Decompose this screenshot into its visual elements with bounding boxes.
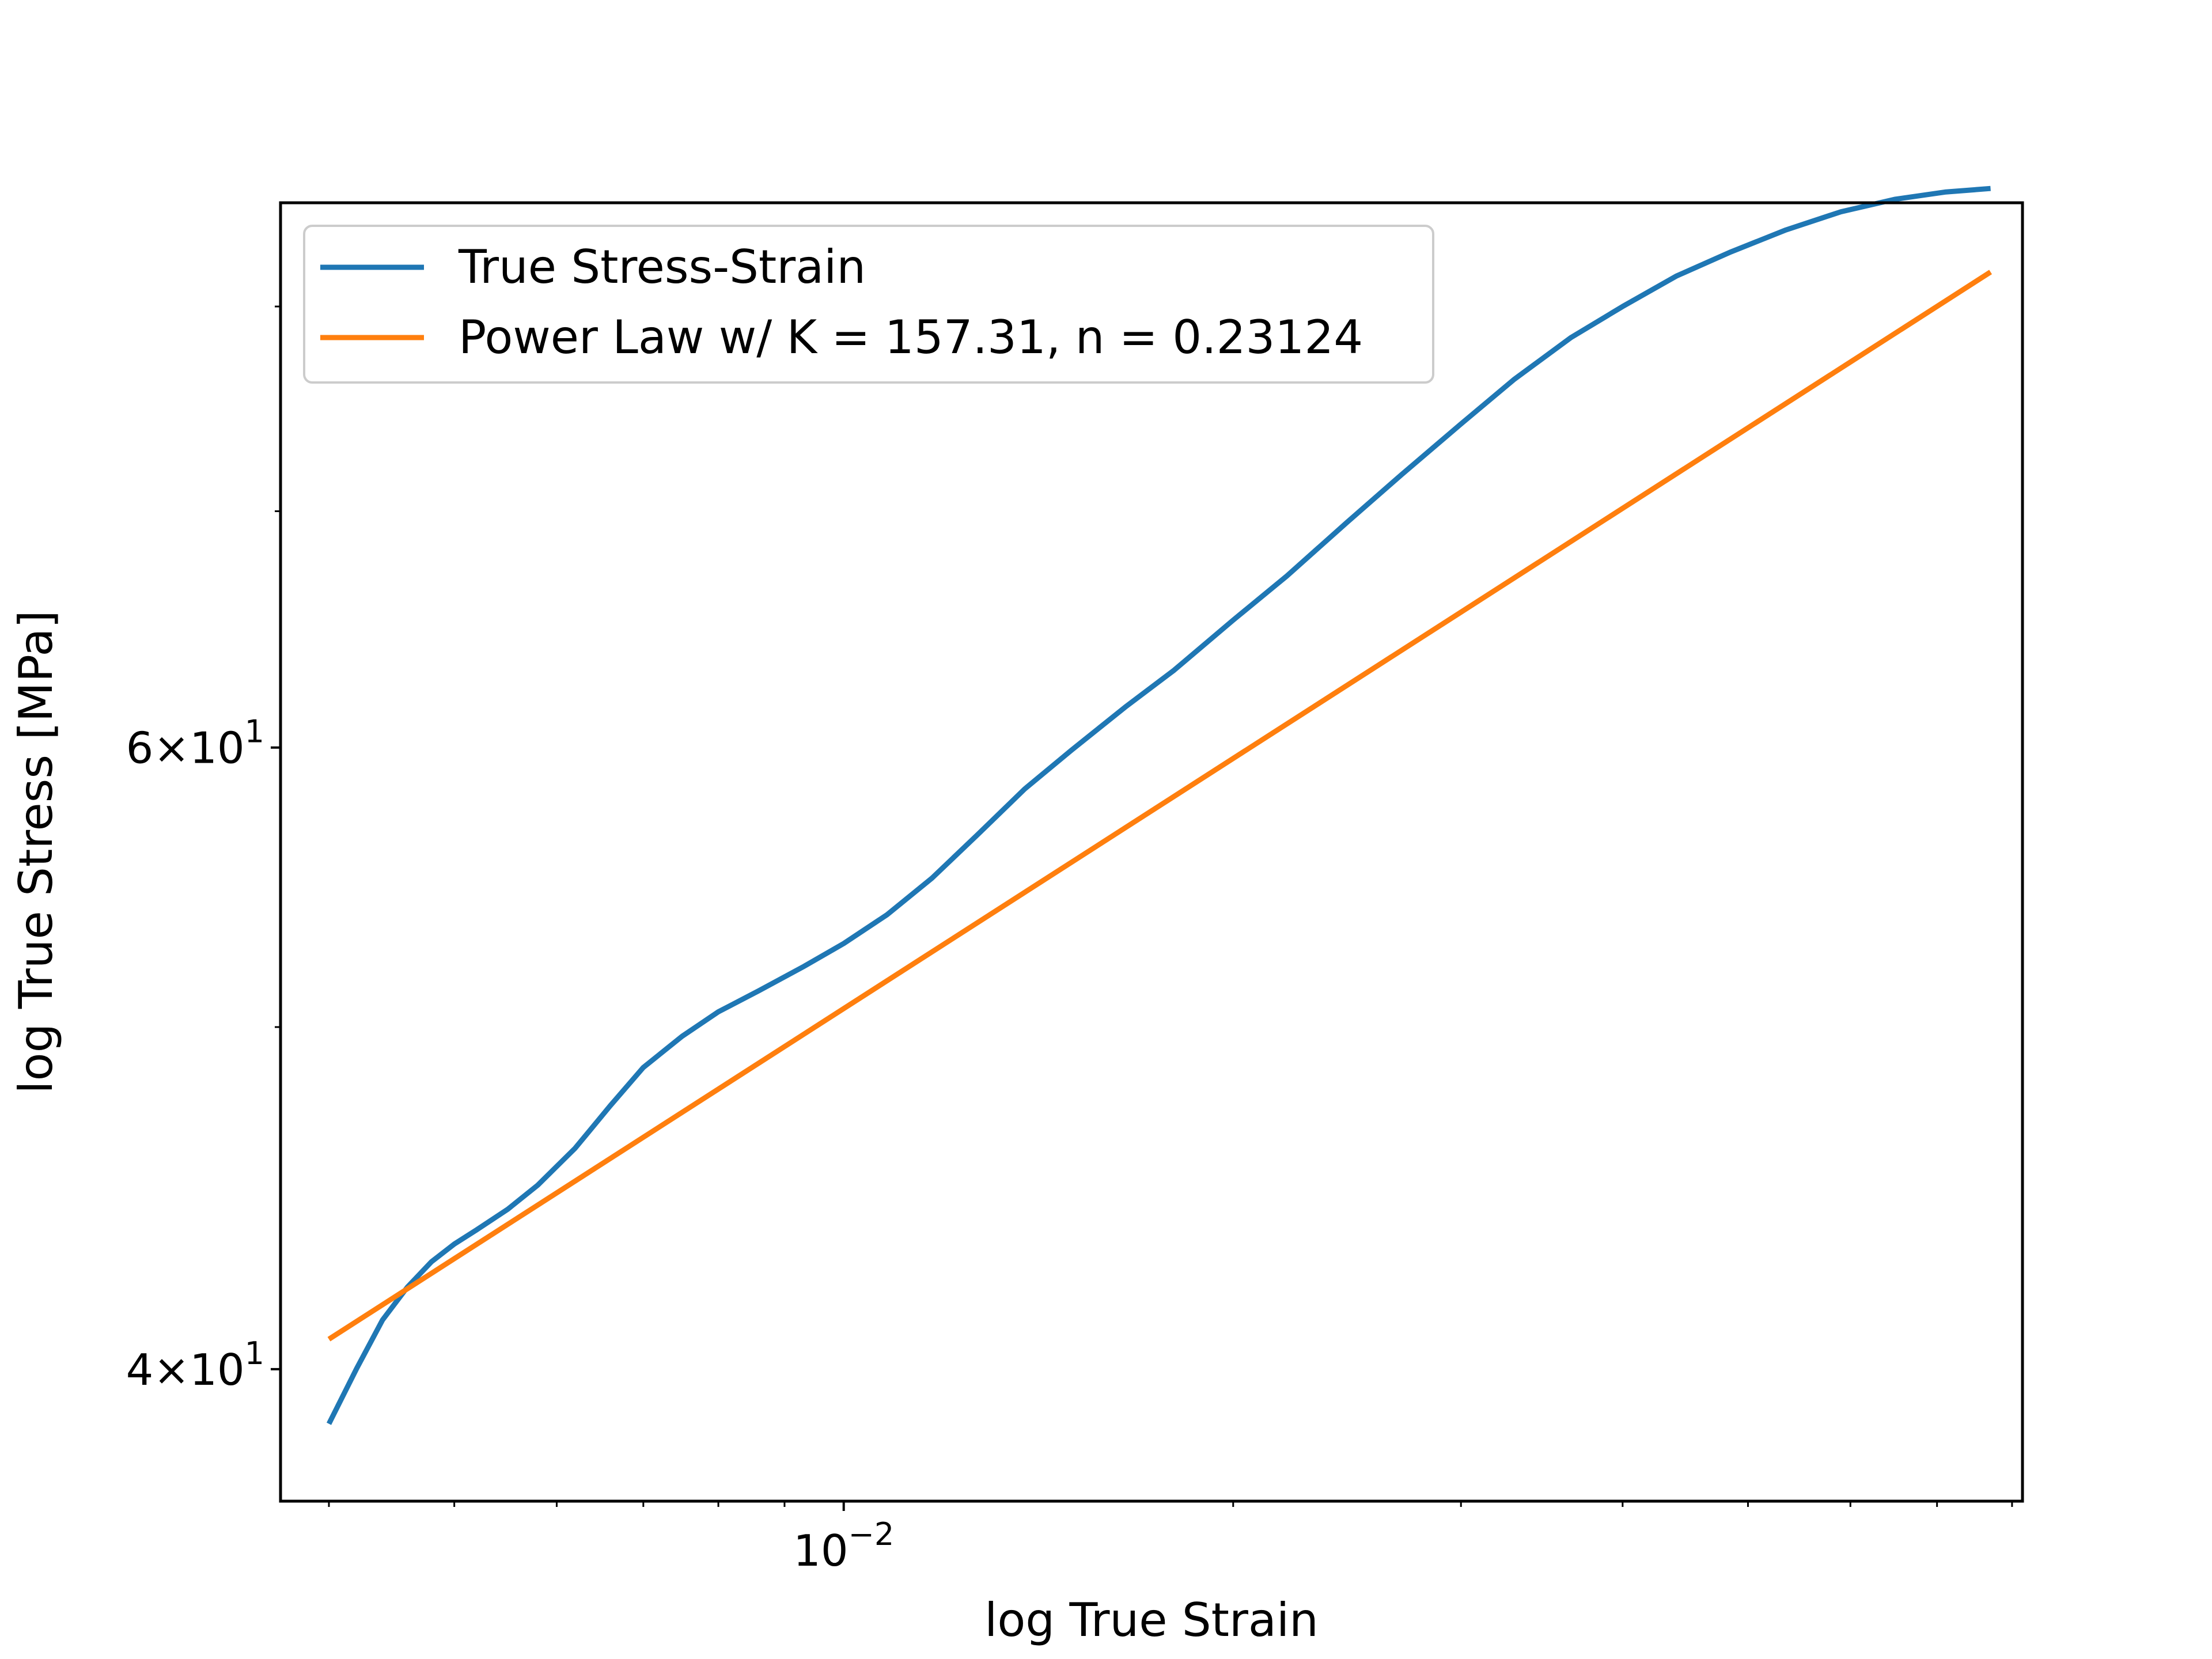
y-tick-exponent: 1 — [245, 1335, 264, 1372]
x-axis-label: log True Strain — [984, 1593, 1319, 1647]
legend-label-1: True Stress-Strain — [458, 240, 866, 294]
plot-content — [326, 185, 1993, 1425]
legend-label-2: Power Law w/ K = 157.31, n = 0.23124 — [459, 310, 1363, 364]
legend: True Stress-Strain Power Law w/ K = 157.3… — [303, 225, 1434, 384]
plot-area-frame — [279, 201, 2024, 1503]
x-tick-exponent: −2 — [849, 1516, 895, 1552]
x-tick-base: 10 — [793, 1525, 848, 1576]
y-axis-label: log True Stress [MPa] — [9, 610, 63, 1093]
y-tick-base: 10 — [190, 723, 244, 774]
series-line-2 — [327, 270, 1993, 1342]
y-tick-label: 4×101 — [126, 1335, 264, 1395]
series-line-1 — [326, 185, 1991, 1425]
y-tick-base: 10 — [190, 1344, 244, 1395]
y-tick-exponent: 1 — [245, 714, 264, 750]
y-tick-label: 6×101 — [126, 714, 264, 774]
y-tick-mantissa: 6 — [126, 723, 154, 774]
x-tick-label: 10−2 — [793, 1516, 894, 1576]
y-tick-times: × — [153, 723, 190, 774]
x-axis-ticks: 10−2 — [328, 1501, 2013, 1576]
legend-frame — [303, 225, 1434, 384]
y-tick-times: × — [153, 1344, 190, 1395]
y-tick-mantissa: 4 — [126, 1344, 154, 1395]
